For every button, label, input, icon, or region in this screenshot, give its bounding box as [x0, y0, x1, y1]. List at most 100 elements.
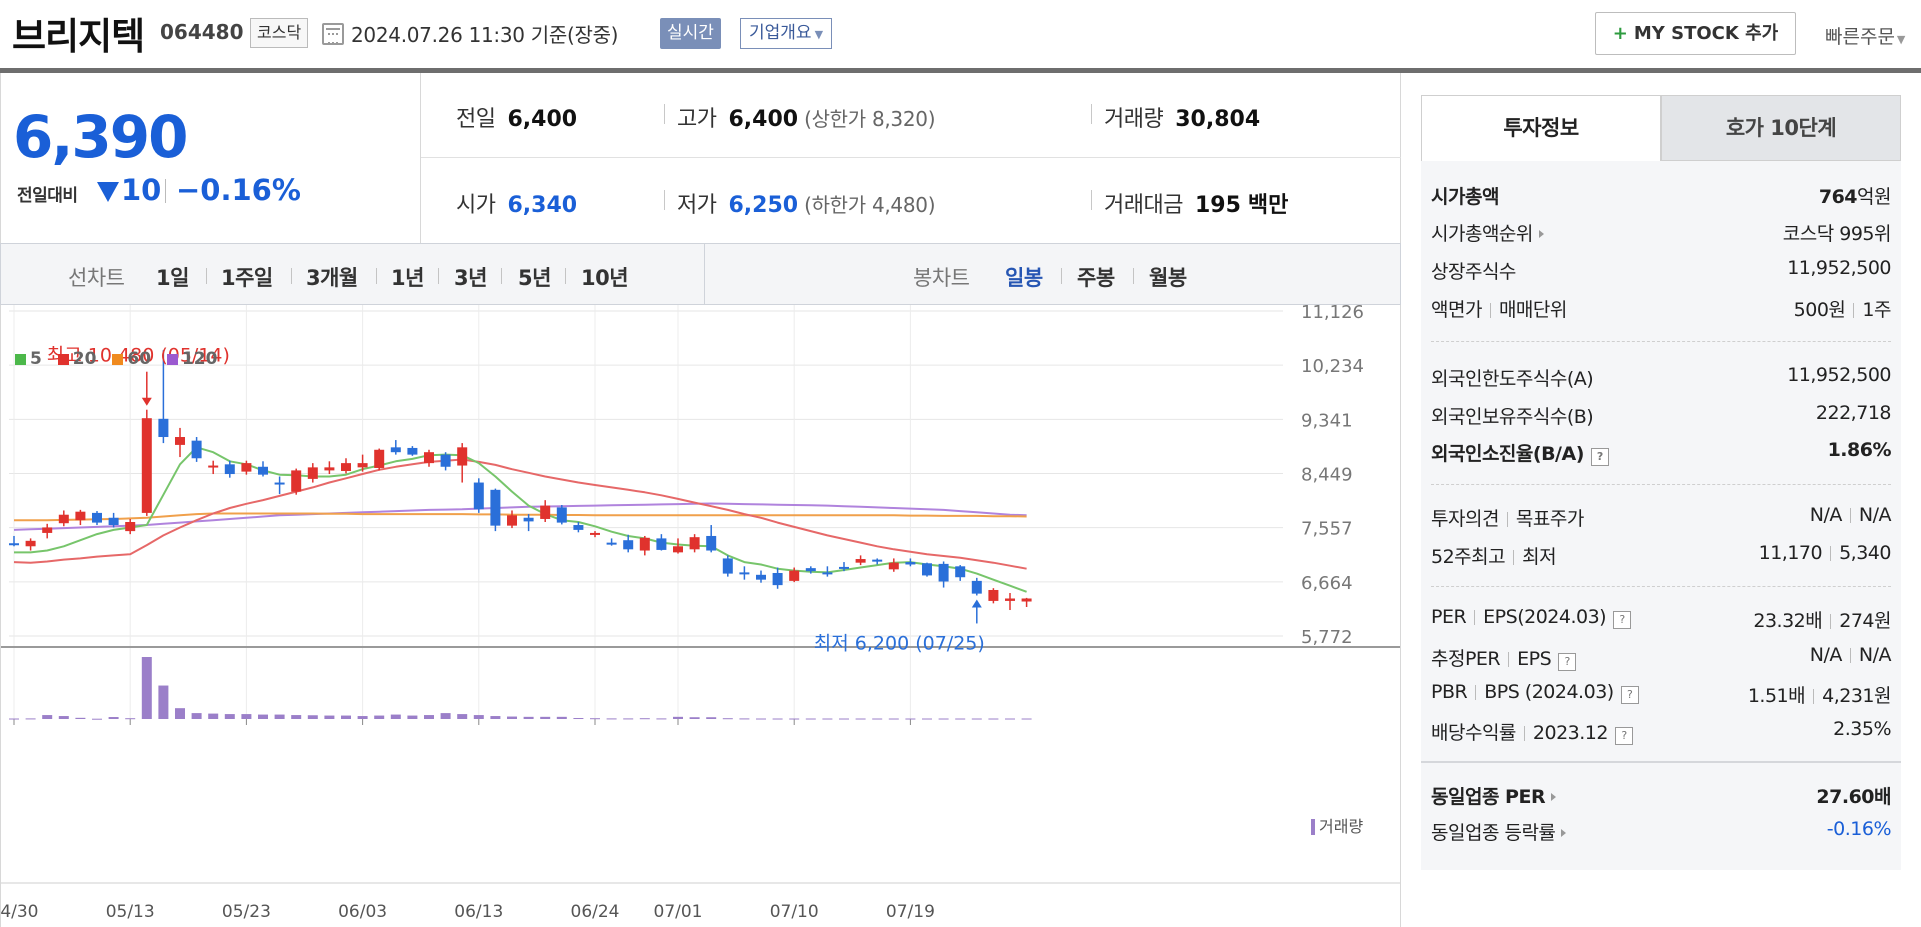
quick-order-dropdown[interactable]: 빠른주문 ▼: [1825, 22, 1905, 49]
row-market-cap-rank[interactable]: 시가총액순위 코스닥 995위: [1431, 216, 1892, 246]
x-tick-label: 07/19: [886, 902, 935, 922]
pbr-label: PBR: [1431, 681, 1468, 703]
candle-body: [424, 452, 434, 464]
row-label[interactable]: 동일업종 PER: [1431, 782, 1557, 809]
candle-body: [58, 514, 69, 524]
toolbar-separator: [1133, 268, 1134, 284]
ma-legend: 5 20 60 120: [15, 349, 227, 369]
volume-bar: [673, 716, 683, 719]
help-icon[interactable]: ?: [1590, 448, 1609, 466]
period-weekly[interactable]: 주봉: [1077, 266, 1115, 290]
line-chart-label: 선차트: [68, 266, 125, 290]
volume-bar: [822, 718, 833, 720]
price-chart[interactable]: 11,126 10,234 9,341 8,449 7,557 6,664 5,772 04/…: [0, 305, 1401, 927]
dividend-label: 배당수익률: [1431, 722, 1516, 744]
high-annotation: 최고 10,480 (05/14): [47, 345, 230, 367]
row-value: 코스닥 995위: [1782, 223, 1892, 245]
help-icon[interactable]: ?: [1614, 727, 1633, 745]
candle-body: [307, 467, 318, 479]
panel-tabs: 투자정보 호가 10단계: [1421, 95, 1901, 161]
tab-order-book[interactable]: 호가 10단계: [1661, 95, 1901, 161]
volume-bar: [789, 718, 800, 720]
volume-bar: [739, 718, 750, 720]
volume-bar: [75, 717, 86, 719]
volume-bar: [722, 718, 733, 720]
ma20-line: [13, 458, 1027, 570]
row-sector-per[interactable]: 동일업종 PER 27.60배: [1431, 779, 1891, 809]
candle-body: [390, 447, 401, 453]
volume-bar: [988, 718, 999, 720]
period-10y[interactable]: 10년: [581, 266, 629, 290]
separator: [1853, 303, 1855, 318]
row-label: 상장주식수: [1431, 261, 1516, 283]
row-label[interactable]: 시가총액순위: [1431, 219, 1544, 246]
pbr-value: 1.51배: [1747, 685, 1806, 707]
separator: [1475, 685, 1477, 700]
mystock-add-button[interactable]: + MY STOCK 추가: [1595, 12, 1796, 55]
candle-body: [191, 440, 202, 459]
volume-bar: [573, 718, 584, 720]
help-icon[interactable]: ?: [1613, 611, 1632, 629]
candle-body: [357, 463, 368, 468]
chevron-down-icon: ▼: [814, 28, 824, 41]
row-value: 23.32배 274원: [1753, 606, 1891, 633]
section-divider: [1431, 341, 1891, 342]
separator: [1849, 508, 1851, 523]
volume-bar: [274, 714, 285, 719]
tab-investment-info[interactable]: 투자정보: [1421, 95, 1661, 161]
period-1d[interactable]: 1일: [156, 266, 189, 290]
help-icon[interactable]: ?: [1558, 653, 1577, 671]
volume-bar: [307, 715, 318, 719]
row-label: 외국인한도주식수(A): [1431, 368, 1594, 390]
stat-label: 거래대금: [1104, 193, 1183, 218]
separator: [1489, 303, 1491, 318]
separator: [1849, 648, 1851, 663]
market-cap-value: 764: [1818, 186, 1858, 208]
period-daily[interactable]: 일봉: [1005, 266, 1043, 290]
help-icon[interactable]: ?: [1620, 686, 1639, 704]
x-tick-label: 05/23: [222, 902, 271, 922]
period-3m[interactable]: 3개월: [306, 266, 358, 290]
volume-bar: [125, 718, 136, 720]
opinion-value: N/A: [1809, 504, 1843, 526]
candle-body: [141, 418, 152, 513]
period-3y[interactable]: 3년: [454, 266, 487, 290]
volume-bar: [490, 716, 501, 719]
opinion-label: 투자의견: [1431, 508, 1499, 530]
row-value: 764억원: [1818, 182, 1892, 209]
row-label[interactable]: 동일업종 등락률: [1431, 818, 1567, 845]
candle-body: [905, 562, 916, 565]
candle-body: [374, 449, 385, 468]
company-info-dropdown[interactable]: 기업개요 ▼: [740, 18, 833, 49]
separator: [1513, 550, 1515, 565]
candle-body: [1021, 598, 1032, 602]
candlestick-chart[interactable]: 11,126 10,234 9,341 8,449 7,557 6,664 5,772 04/…: [1, 305, 1400, 927]
row-label: 액면가 매매단위: [1431, 295, 1567, 322]
volume-bar: [141, 657, 152, 719]
ma-legend-5: 5: [15, 349, 42, 369]
plus-icon: +: [1612, 23, 1628, 44]
bps-label: BPS (2024.03): [1484, 681, 1614, 703]
per-label: PER: [1431, 606, 1467, 628]
realtime-button[interactable]: 실시간: [660, 18, 721, 49]
chart-toolbar: 선차트 1일 1주일 3개월 1년 3년 5년 10년 봉차트 일봉 주봉 월봉: [0, 243, 1401, 305]
timestamp: 2024.07.26 11:30 기준(장중): [351, 23, 619, 47]
volume-bar: [639, 718, 650, 720]
row-sector-change[interactable]: 동일업종 등락률 -0.16%: [1431, 815, 1892, 845]
period-1w[interactable]: 1주일: [221, 266, 273, 290]
separator: [1508, 652, 1510, 667]
row-listed-shares: 상장주식수 11,952,500: [1431, 254, 1891, 284]
candle-body: [341, 463, 351, 472]
volume-bar: [523, 716, 534, 719]
volume-bar: [208, 713, 219, 719]
trade-unit-value: 1주: [1862, 299, 1891, 321]
period-5y[interactable]: 5년: [518, 266, 551, 290]
period-1y[interactable]: 1년: [391, 266, 424, 290]
volume-bar: [590, 718, 600, 720]
candle-body: [224, 464, 235, 475]
volume-bar: [623, 718, 634, 720]
volume-bar: [224, 714, 235, 719]
period-monthly[interactable]: 월봉: [1149, 266, 1187, 290]
row-par-value: 액면가 매매단위 500원 1주: [1431, 292, 1891, 322]
ma120-line: [13, 502, 1027, 531]
